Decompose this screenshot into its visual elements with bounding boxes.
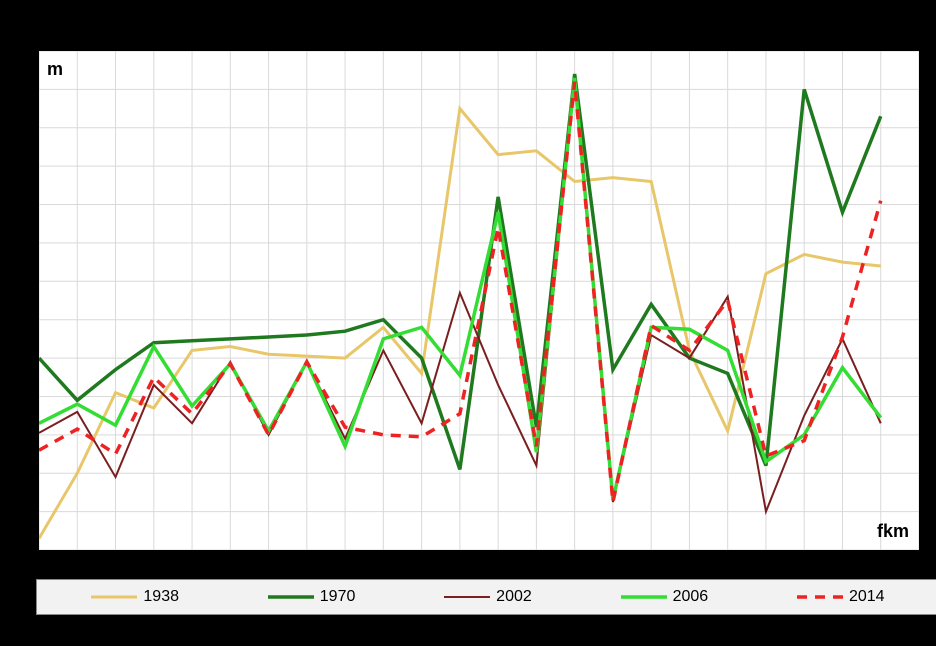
legend-item-1938: 1938	[91, 588, 179, 606]
legend-label: 2006	[673, 588, 709, 606]
legend-swatch	[268, 589, 314, 605]
legend: 1938 1970 2002 2006 2014	[36, 579, 936, 615]
legend-label: 2014	[849, 588, 885, 606]
legend-item-1970: 1970	[268, 588, 356, 606]
y-axis-label: m	[47, 59, 63, 80]
plot-area: m fkm	[38, 50, 920, 551]
chart-container: m fkm 1938 1970 2002 2006 2014	[0, 0, 936, 646]
x-axis-label: fkm	[877, 521, 909, 542]
legend-item-2014: 2014	[797, 588, 885, 606]
plot-svg	[39, 51, 919, 550]
legend-item-2002: 2002	[444, 588, 532, 606]
legend-swatch	[797, 589, 843, 605]
legend-label: 1938	[143, 588, 179, 606]
legend-item-2006: 2006	[621, 588, 709, 606]
legend-swatch	[621, 589, 667, 605]
legend-label: 2002	[496, 588, 532, 606]
legend-swatch	[444, 589, 490, 605]
legend-label: 1970	[320, 588, 356, 606]
legend-swatch	[91, 589, 137, 605]
